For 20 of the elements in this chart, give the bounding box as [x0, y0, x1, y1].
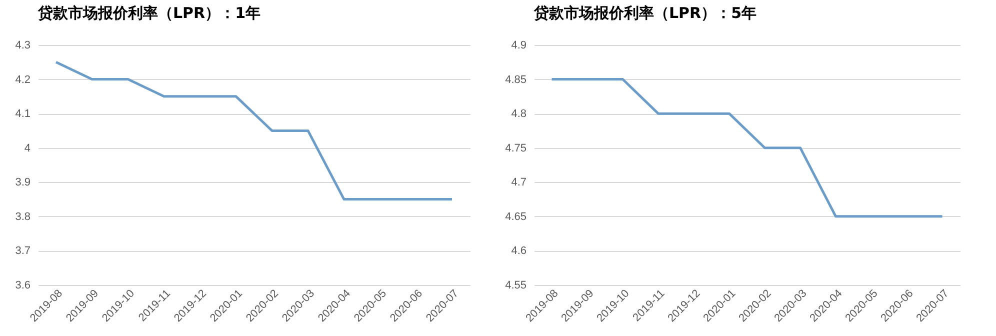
y-tick-label: 3.7	[15, 245, 30, 258]
y-tick-label: 4.6	[511, 245, 526, 258]
y-tick-label: 4.1	[15, 108, 30, 120]
line-series	[54, 60, 454, 201]
y-tick-label: 3.6	[15, 280, 30, 292]
y-tick-label: 4.65	[505, 210, 526, 223]
y-tick-label: 3.9	[15, 176, 30, 189]
chart-title: 贷款市场报价利率（LPR）：5年	[533, 4, 757, 22]
y-tick-label: 4.2	[15, 74, 30, 86]
y-tick-label: 4	[24, 142, 30, 154]
y-tick-label: 4.7	[511, 176, 526, 189]
y-tick-label: 4.55	[505, 280, 526, 292]
line-series	[550, 78, 944, 218]
y-tick-label: 4.3	[15, 40, 30, 52]
y-tick-label: 4.75	[505, 142, 526, 154]
y-tick-label: 4.9	[511, 40, 526, 52]
y-tick-label: 4.8	[511, 108, 526, 120]
chart-title: 贷款市场报价利率（LPR）：1年	[37, 4, 261, 22]
y-tick-label: 4.85	[505, 74, 526, 86]
y-tick-label: 3.8	[15, 210, 30, 223]
